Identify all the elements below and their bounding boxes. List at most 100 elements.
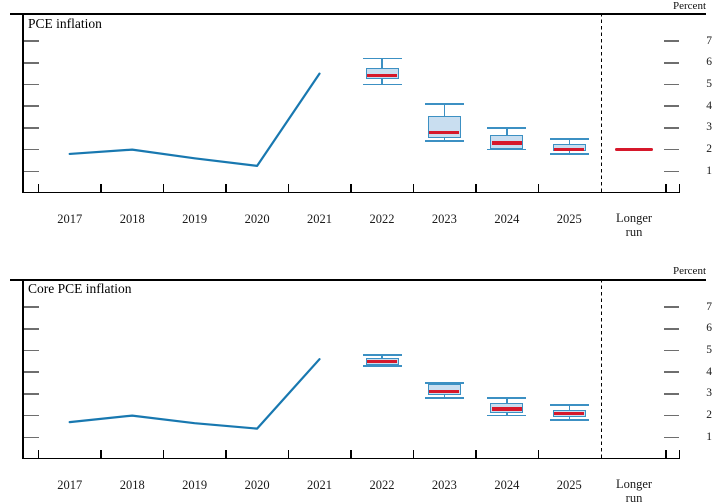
longer-run-label-line: run	[625, 490, 643, 504]
x-axis-longer-run-label: Longer run	[599, 211, 669, 239]
x-axis-tick	[412, 183, 415, 193]
x-axis-year-label: 2021	[307, 478, 332, 492]
right-tick-dash	[664, 371, 679, 373]
x-axis-tick	[665, 183, 667, 193]
x-axis-tick	[537, 449, 540, 459]
x-axis-year-label: 2017	[57, 478, 83, 492]
y-axis-value: 5	[706, 78, 712, 90]
x-axis-year-label: 2019	[182, 212, 208, 226]
x-axis-tick	[350, 183, 352, 193]
left-tick-dash	[24, 148, 39, 151]
x-axis-tick	[678, 449, 681, 459]
y-axis-value: 4	[706, 365, 712, 378]
median-line	[554, 411, 585, 416]
left-tick-dash	[24, 306, 39, 308]
left-tick-dash	[24, 127, 39, 129]
x-axis-year-label: 2017	[57, 212, 83, 226]
x-axis-tick	[475, 183, 477, 193]
left-tick-dash	[24, 62, 39, 64]
y-axis-value: 6	[706, 322, 712, 335]
longer-run-label-line: run	[625, 224, 643, 239]
y-axis-value: 3	[706, 387, 712, 400]
y-axis-value: 1	[706, 430, 712, 443]
x-axis-year-label: 2020	[244, 478, 270, 492]
left-tick-dash	[24, 40, 39, 42]
x-axis-tick	[412, 449, 415, 459]
right-tick-dash	[664, 328, 679, 330]
right-tick-dash	[664, 62, 679, 64]
range-cap-top	[487, 397, 527, 400]
x-axis-year-label: 2018	[119, 478, 145, 492]
x-axis-tick	[287, 183, 290, 193]
median-line	[367, 359, 397, 363]
y-axis-line	[22, 13, 24, 193]
chart-title: Core PCE inflation	[28, 281, 132, 296]
x-axis-tick	[475, 449, 477, 459]
x-axis-tick	[225, 183, 227, 193]
x-axis-tick	[350, 449, 352, 459]
median-line	[554, 148, 585, 152]
x-axis-year-label: 2023	[431, 212, 457, 226]
right-tick-dash	[664, 414, 679, 417]
left-tick-dash	[24, 393, 39, 395]
y-axis-value: 2	[706, 409, 712, 422]
range-cap-bottom	[487, 148, 527, 151]
x-axis-tick	[100, 183, 102, 193]
x-axis-year-label: 2025	[556, 478, 582, 492]
x-axis-year-label: 2023	[431, 478, 457, 492]
range-cap-top	[424, 103, 464, 105]
median-line	[429, 130, 460, 134]
left-tick-dash	[24, 436, 39, 438]
x-axis-tick	[100, 449, 102, 459]
x-axis-year-label: 2022	[369, 478, 395, 492]
y-axis-unit-label: Percent	[673, 265, 706, 277]
history-line	[68, 358, 321, 430]
x-axis-year-label: 2018	[119, 212, 145, 226]
range-cap-bottom	[362, 364, 402, 367]
y-axis-value: 6	[706, 56, 712, 69]
left-tick-dash	[24, 170, 39, 172]
median-line	[491, 141, 522, 145]
right-tick-dash	[664, 105, 679, 107]
x-axis-tick	[37, 449, 40, 459]
x-axis-tick	[162, 449, 165, 459]
longer-run-separator	[601, 13, 603, 193]
x-axis-year-label: 2024	[494, 478, 520, 492]
range-cap-top	[362, 57, 402, 60]
right-tick-dash	[664, 127, 679, 129]
left-tick-dash	[24, 83, 39, 86]
right-tick-dash	[664, 170, 679, 172]
y-axis-value: 4	[706, 99, 712, 112]
left-tick-dash	[24, 414, 39, 417]
y-axis-value: 5	[706, 344, 712, 356]
y-axis-value: 3	[706, 121, 712, 134]
y-axis-value: 7	[706, 300, 712, 313]
range-cap-bottom	[424, 140, 464, 142]
range-cap-top	[362, 353, 402, 356]
median-line	[367, 74, 397, 78]
longer-run-label-line: Longer	[615, 477, 653, 491]
x-axis-longer-run-label: Longer run	[599, 477, 669, 504]
x-axis-tick	[665, 449, 667, 459]
left-tick-dash	[24, 371, 39, 373]
x-axis-tick	[37, 183, 40, 193]
x-axis-year-label: 2021	[307, 212, 332, 226]
x-axis-year-label: 2019	[182, 478, 208, 492]
longer-run-label-line: Longer	[615, 211, 653, 225]
history-line	[68, 72, 321, 167]
right-tick-dash	[664, 148, 679, 151]
y-axis-line	[22, 279, 24, 459]
median-line	[429, 390, 460, 394]
range-cap-bottom	[549, 153, 589, 155]
x-axis-year-label: 2022	[369, 212, 395, 226]
right-tick-dash	[664, 40, 679, 42]
left-tick-dash	[24, 349, 39, 352]
longer-run-separator	[601, 279, 603, 459]
range-cap-top	[549, 403, 589, 406]
range-cap-top	[549, 137, 589, 140]
